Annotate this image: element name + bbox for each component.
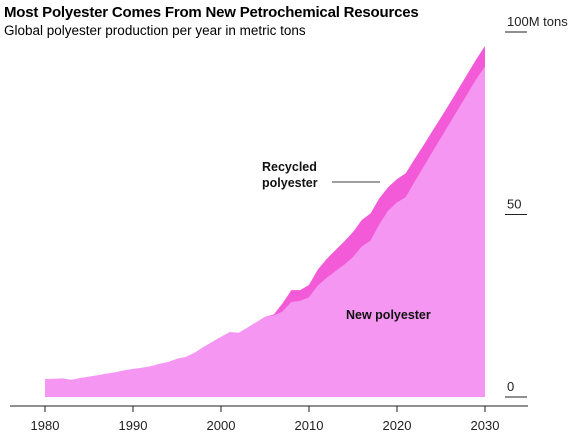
recycled-polyester-label: Recycled polyester	[262, 160, 318, 190]
chart-subtitle: Global polyester production per year in …	[4, 23, 306, 38]
plot-area	[45, 45, 485, 397]
area-new-polyester	[45, 66, 485, 397]
new-polyester-label: New polyester	[346, 308, 431, 322]
x-tick-label: 2010	[295, 418, 324, 433]
x-tick-label: 2020	[383, 418, 412, 433]
y-tick-label: 50	[507, 197, 521, 212]
x-tick-label: 1980	[31, 418, 60, 433]
axes: 1980 1990 2000 2010 2020 2030 100M tons 50 0	[10, 14, 568, 433]
x-tick-label: 2000	[207, 418, 236, 433]
chart-title: Most Polyester Comes From New Petrochemi…	[4, 4, 419, 21]
x-tick-label: 1990	[119, 418, 148, 433]
y-tick-label: 100M tons	[507, 14, 568, 29]
annotations: Recycled polyester New polyester	[262, 160, 431, 322]
y-tick-label: 0	[507, 379, 514, 394]
x-tick-label: 2030	[471, 418, 500, 433]
